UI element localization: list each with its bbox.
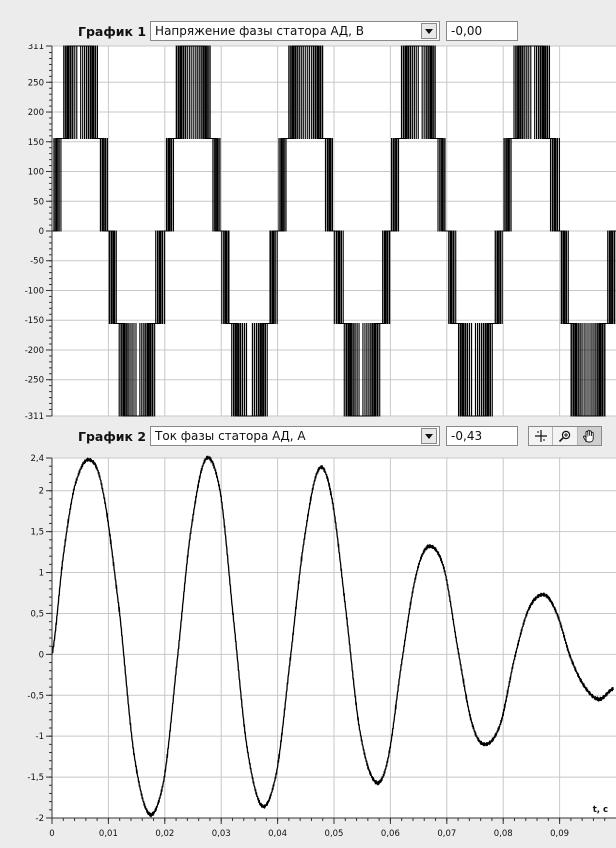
- x-tick-label: 0,05: [325, 829, 344, 839]
- graph1-signal-select-value: Напряжение фазы статора АД, В: [155, 24, 364, 38]
- x-axis-label: t, c: [593, 805, 608, 815]
- chevron-down-icon[interactable]: [421, 23, 438, 39]
- y-tick-label: 150: [28, 138, 44, 148]
- y-tick-label: -1,5: [27, 773, 44, 783]
- graph1-signal-select[interactable]: Напряжение фазы статора АД, В: [150, 21, 441, 41]
- x-tick-label: 0,07: [437, 829, 456, 839]
- y-tick-label: -2: [36, 814, 44, 824]
- graph1-cursor-value: -0,00: [446, 21, 519, 41]
- y-tick-label: -311: [25, 412, 44, 420]
- y-tick-label: -1: [36, 732, 44, 742]
- y-tick-label: 1,5: [30, 528, 44, 538]
- y-tick-label: 311: [28, 44, 44, 52]
- y-tick-label: -100: [25, 286, 44, 296]
- graph1-grid: [52, 45, 616, 417]
- x-tick-label: 0,03: [212, 829, 231, 839]
- graph2-current-trace: [51, 455, 614, 819]
- crosshair-icon[interactable]: [529, 427, 554, 445]
- y-tick-label: -0,5: [27, 691, 44, 701]
- graph2-plot: 2,4 2 1,5 1 0,5 0 -0,5 -1 -1,5 -2 0 0,01 0,02 0,03 0,0…: [27, 454, 616, 839]
- y-tick-label: 0: [39, 227, 44, 237]
- y-tick-label: 1: [39, 569, 44, 579]
- y-tick-label: 2: [39, 487, 44, 497]
- zoom-icon[interactable]: [553, 427, 578, 445]
- x-tick-label: 0,09: [550, 829, 569, 839]
- y-tick-label: 50: [33, 197, 44, 207]
- y-tick-label: 100: [28, 168, 44, 178]
- graph2-header: График 2 Ток фазы статора АД, А -0,43: [0, 424, 616, 448]
- y-tick-label: 200: [28, 108, 44, 118]
- graph1-label: График 1: [78, 23, 147, 39]
- y-tick-label: -250: [25, 376, 44, 386]
- hand-pan-icon[interactable]: [577, 427, 601, 445]
- graph2-signal-select-value: Ток фазы статора АД, А: [155, 429, 306, 443]
- y-tick-label: -200: [25, 346, 44, 356]
- y-tick-label: -50: [30, 257, 44, 267]
- y-tick-label: 250: [28, 78, 44, 88]
- graph1-header: График 1 Напряжение фазы статора АД, В -…: [0, 19, 616, 43]
- x-tick-label: 0,04: [268, 829, 287, 839]
- chevron-down-icon[interactable]: [421, 428, 438, 444]
- y-tick-label: 0: [39, 650, 44, 660]
- graph2-cursor-value: -0,43: [446, 426, 519, 446]
- x-tick-label: 0: [49, 829, 54, 839]
- x-tick-label: 0,02: [155, 829, 174, 839]
- graph2-signal-select[interactable]: Ток фазы статора АД, А: [150, 426, 441, 446]
- x-tick-label: 0,08: [494, 829, 513, 839]
- y-tick-label: 2,4: [30, 454, 44, 464]
- graph1-plot: 311 250 200 150 100 50 0 -50 -100 -150 -200 -250 -31…: [25, 44, 616, 420]
- y-tick-label: 0,5: [30, 609, 44, 619]
- graph-tool-palette: [528, 426, 602, 446]
- graph2-label: График 2: [78, 428, 147, 444]
- x-tick-label: 0,06: [381, 829, 400, 839]
- x-tick-label: 0,01: [99, 829, 118, 839]
- y-tick-label: -150: [25, 316, 44, 326]
- graph1-voltage-trace: [52, 45, 616, 417]
